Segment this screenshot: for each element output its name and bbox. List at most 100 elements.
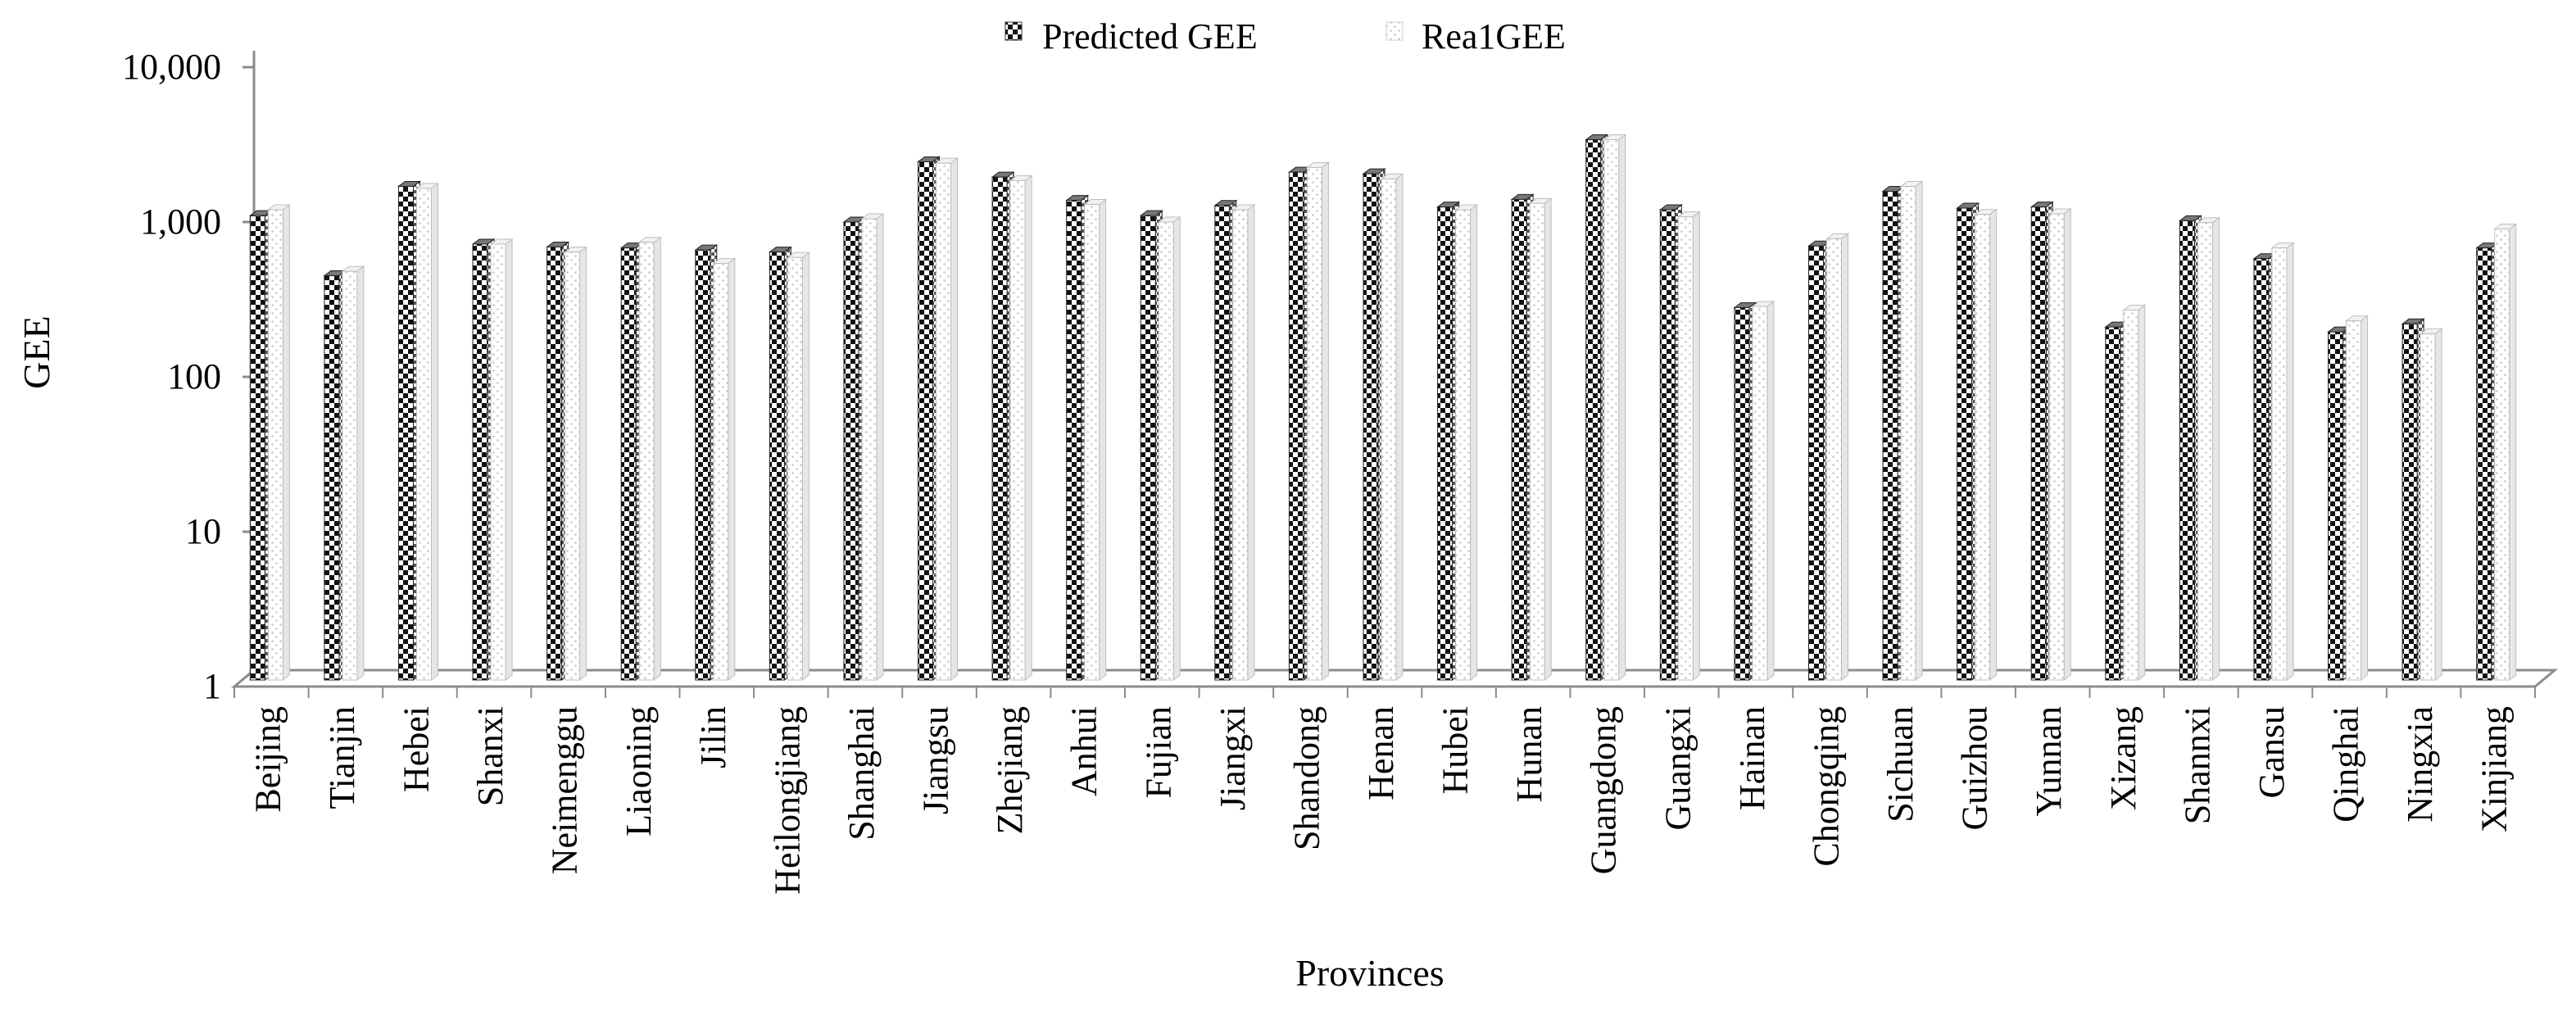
- x-tick-label: Neimenggu: [545, 706, 585, 874]
- bar-side: [579, 246, 587, 681]
- bar-real-fujian: [1157, 216, 1181, 681]
- bar-real-xizang: [2122, 304, 2147, 681]
- bar-front: [1084, 203, 1100, 681]
- legend: Predicted GEE Rea1GEE: [1005, 16, 1566, 57]
- bar-real-guizhou: [1974, 208, 1998, 681]
- bar-real-hainan: [1751, 301, 1776, 681]
- bar-front: [1677, 216, 1694, 681]
- bar-real-xinjiang: [2493, 223, 2518, 681]
- bar-front: [2346, 320, 2362, 681]
- bar-side: [356, 265, 365, 681]
- bar-front: [2271, 247, 2288, 681]
- bar-front: [1659, 209, 1676, 681]
- bar-front: [1009, 180, 1026, 681]
- bar-real-qinghai: [2345, 315, 2370, 681]
- bar-front: [1807, 245, 1824, 681]
- bar-side: [1618, 134, 1626, 681]
- x-tick-label: Jiangsu: [916, 706, 956, 814]
- x-tick-label: Ningxia: [2400, 706, 2440, 823]
- bar-real-tianjin: [341, 265, 365, 681]
- bar-real-shandong: [1305, 161, 1330, 681]
- bar-side: [2286, 242, 2294, 681]
- bar-front: [1882, 190, 1898, 681]
- x-tick-label: Xinjiang: [2474, 706, 2515, 832]
- bar-side: [2063, 207, 2071, 681]
- x-tick-label: Guizhou: [1955, 706, 1995, 831]
- bar-front: [1214, 205, 1231, 681]
- bar-front: [620, 247, 637, 681]
- x-tick-label: Gansu: [2252, 706, 2292, 798]
- y-ticks: 1 10 100 1,000 10,000: [122, 47, 254, 706]
- bar-front: [2420, 333, 2436, 681]
- bar-real-sichuan: [1899, 180, 1924, 681]
- bar-real-shanghai: [860, 212, 885, 681]
- bar-side: [2434, 328, 2442, 681]
- bar-side: [1840, 233, 1848, 681]
- y-tick-label: 100: [167, 356, 221, 397]
- y-tick-label: 10: [185, 511, 221, 551]
- bar-front: [991, 176, 1008, 681]
- x-tick-label: Liaoning: [619, 706, 659, 836]
- bar-front: [2179, 220, 2195, 681]
- bar-side: [282, 204, 290, 681]
- bar-front: [936, 162, 952, 681]
- bar-real-zhejiang: [1009, 175, 1033, 681]
- bar-side: [653, 236, 661, 681]
- x-tick-label: Jiangxi: [1213, 706, 1253, 810]
- bar-front: [843, 221, 859, 681]
- x-tick-label: Henan: [1361, 706, 1401, 800]
- x-tick-label: Heilongjiang: [767, 706, 807, 895]
- x-tick-label: Jilin: [693, 706, 733, 768]
- bar-side: [505, 238, 513, 681]
- x-tick-label: Hainan: [1732, 706, 1772, 810]
- legend-label-predicted: Predicted GEE: [1042, 16, 1258, 57]
- bar-front: [2401, 323, 2418, 681]
- bar-front: [2476, 247, 2492, 681]
- bar-front: [1381, 178, 1397, 681]
- bar-front: [324, 275, 340, 681]
- bar-real-anhui: [1083, 198, 1108, 681]
- bar-front: [546, 246, 563, 681]
- bar-real-guangxi: [1676, 211, 1701, 681]
- y-tick-label: 1,000: [140, 202, 221, 242]
- bar-front: [415, 188, 432, 681]
- bar-front: [2328, 331, 2344, 681]
- bar-front: [1140, 215, 1156, 681]
- bar-front: [918, 161, 934, 681]
- bar-real-jilin: [712, 257, 737, 681]
- x-ticks: Beijing Tianjin Hebei Shanxi Neimenggu Liaoni…: [234, 687, 2536, 895]
- y-tick-label: 10,000: [122, 47, 221, 87]
- x-tick-label: Chongqing: [1806, 706, 1846, 867]
- y-tick-label: 1: [203, 666, 221, 706]
- x-axis-title: Provinces: [1295, 952, 1444, 994]
- bar-real-hebei: [415, 182, 439, 681]
- bar-front: [2197, 222, 2213, 681]
- bar-real-liaoning: [637, 236, 662, 681]
- bar-front: [2253, 258, 2270, 681]
- bar-front: [342, 270, 358, 681]
- bar-real-hunan: [1528, 197, 1553, 681]
- bar-front: [397, 185, 414, 681]
- bar-real-ningxia: [2419, 328, 2443, 681]
- bar-side: [1766, 301, 1775, 681]
- bar-front: [638, 242, 655, 681]
- bar-real-henan: [1380, 173, 1404, 681]
- bar-front: [2123, 309, 2139, 681]
- bar-front: [1734, 306, 1750, 681]
- bar-front: [1511, 198, 1527, 681]
- bar-real-hubei: [1454, 204, 1479, 681]
- bar-front: [249, 215, 265, 681]
- x-tick-label: Guangxi: [1658, 706, 1698, 831]
- bar-front: [1975, 214, 1991, 681]
- x-tick-label: Shannxi: [2177, 706, 2217, 824]
- x-tick-label: Guangdong: [1584, 706, 1624, 874]
- bar-real-shanxi: [489, 238, 514, 681]
- x-tick-label: Zhejiang: [990, 706, 1030, 834]
- bar-real-neimenggu: [564, 246, 588, 681]
- bar-side: [1024, 175, 1032, 681]
- bar-front: [1585, 139, 1602, 681]
- bar-side: [2211, 216, 2220, 681]
- bar-front: [1158, 221, 1174, 681]
- x-tick-label: Hunan: [1509, 706, 1549, 802]
- bar-side: [1692, 211, 1700, 681]
